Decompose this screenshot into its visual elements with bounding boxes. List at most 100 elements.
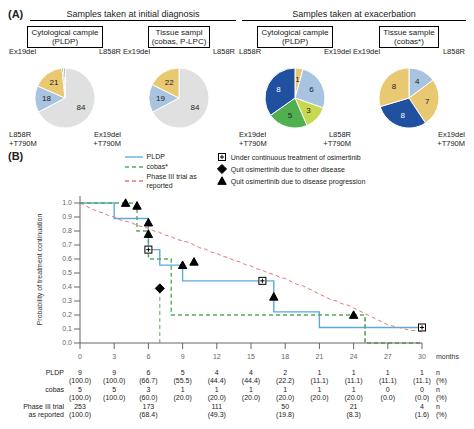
svg-text:0: 0 (386, 386, 390, 393)
svg-text:5: 5 (112, 386, 116, 393)
svg-text:1: 1 (386, 369, 390, 376)
svg-text:(11.1): (11.1) (379, 377, 397, 385)
svg-text:as reported: as reported (29, 411, 65, 419)
svg-text:5: 5 (181, 369, 185, 376)
svg-text:Probability of treatment conti: Probability of treatment continuation (36, 214, 44, 326)
svg-text:0.6: 0.6 (62, 255, 72, 262)
svg-text:5: 5 (288, 111, 293, 120)
svg-text:8: 8 (276, 85, 281, 94)
svg-text:(60.0): (60.0) (139, 394, 157, 402)
svg-text:(1.6): (1.6) (415, 411, 429, 419)
svg-text:7: 7 (425, 97, 430, 106)
svg-text:months: months (436, 353, 459, 360)
svg-text:6: 6 (146, 353, 150, 360)
svg-text:(66.7): (66.7) (139, 377, 157, 385)
svg-text:0: 0 (78, 353, 82, 360)
svg-text:4: 4 (215, 369, 219, 376)
svg-text:(100.0): (100.0) (103, 377, 125, 385)
svg-text:(20.0): (20.0) (208, 394, 226, 402)
svg-text:(100.0): (100.0) (69, 377, 91, 385)
svg-text:173: 173 (143, 403, 155, 410)
svg-text:(0.0): (0.0) (381, 394, 395, 402)
svg-text:(100.0): (100.0) (69, 394, 91, 402)
svg-text:253: 253 (74, 403, 86, 410)
svg-text:6: 6 (146, 369, 150, 376)
svg-text:21: 21 (316, 353, 324, 360)
svg-text:PLDP: PLDP (46, 369, 65, 376)
svg-text:27: 27 (384, 353, 392, 360)
svg-text:n: n (436, 403, 440, 410)
svg-text:0.7: 0.7 (62, 241, 72, 248)
svg-text:1: 1 (317, 386, 321, 393)
svg-text:1: 1 (352, 369, 356, 376)
svg-text:(%): (%) (436, 411, 447, 419)
svg-text:(11.1): (11.1) (311, 377, 329, 385)
svg-text:0.2: 0.2 (62, 311, 72, 318)
svg-text:111: 111 (211, 403, 222, 410)
svg-text:3: 3 (112, 353, 116, 360)
svg-text:(20.0): (20.0) (310, 394, 328, 402)
svg-text:8: 8 (400, 111, 405, 120)
svg-text:(0.0): (0.0) (415, 394, 429, 402)
svg-text:6: 6 (309, 85, 314, 94)
svg-text:(20.0): (20.0) (344, 394, 362, 402)
svg-text:n: n (436, 386, 440, 393)
svg-text:(8.3): (8.3) (346, 411, 360, 419)
svg-text:5: 5 (78, 386, 82, 393)
svg-text:21: 21 (350, 403, 358, 410)
svg-text:1: 1 (215, 386, 219, 393)
svg-text:8: 8 (392, 82, 397, 91)
svg-text:(20.0): (20.0) (276, 394, 294, 402)
svg-text:4: 4 (420, 403, 424, 410)
svg-text:n: n (436, 369, 440, 376)
svg-text:(68.4): (68.4) (139, 411, 157, 419)
svg-text:(%): (%) (436, 394, 447, 402)
svg-text:1: 1 (249, 386, 253, 393)
svg-text:30: 30 (418, 353, 426, 360)
svg-text:(55.5): (55.5) (173, 377, 191, 385)
svg-text:(100.0): (100.0) (103, 394, 125, 402)
svg-text:21: 21 (50, 78, 59, 87)
svg-text:0.9: 0.9 (62, 213, 72, 220)
svg-text:0.4: 0.4 (62, 283, 72, 290)
svg-text:50: 50 (281, 403, 289, 410)
svg-text:Phase III trial: Phase III trial (23, 403, 64, 410)
svg-text:0: 0 (420, 386, 424, 393)
svg-text:15: 15 (247, 353, 255, 360)
svg-text:(%): (%) (436, 377, 447, 385)
svg-text:9: 9 (112, 369, 116, 376)
svg-text:2: 2 (283, 369, 287, 376)
svg-text:3: 3 (146, 386, 150, 393)
svg-text:(20.0): (20.0) (173, 394, 191, 402)
svg-text:84: 84 (76, 103, 85, 112)
svg-text:0.8: 0.8 (62, 227, 72, 234)
svg-text:(20.0): (20.0) (242, 394, 260, 402)
svg-text:1.0: 1.0 (62, 199, 72, 206)
svg-text:1: 1 (295, 75, 300, 84)
svg-text:1: 1 (181, 386, 185, 393)
svg-text:4: 4 (415, 77, 420, 86)
svg-text:84: 84 (190, 103, 199, 112)
svg-text:0.5: 0.5 (62, 269, 72, 276)
svg-text:18: 18 (281, 353, 289, 360)
svg-text:0.0: 0.0 (62, 339, 72, 346)
svg-text:9: 9 (181, 353, 185, 360)
svg-text:1: 1 (62, 75, 67, 84)
svg-text:19: 19 (156, 94, 165, 103)
svg-text:9: 9 (78, 369, 82, 376)
svg-text:(100.0): (100.0) (69, 411, 91, 419)
svg-text:(44.4): (44.4) (208, 377, 226, 385)
svg-text:(22.2): (22.2) (276, 377, 294, 385)
svg-text:cobas: cobas (45, 386, 64, 393)
svg-text:(49.3): (49.3) (208, 411, 226, 419)
svg-text:4: 4 (249, 369, 253, 376)
svg-text:(44.4): (44.4) (242, 377, 260, 385)
svg-text:18: 18 (42, 94, 51, 103)
svg-text:(11.1): (11.1) (345, 377, 363, 385)
svg-text:1: 1 (352, 386, 356, 393)
svg-text:1: 1 (317, 369, 321, 376)
svg-text:(19.8): (19.8) (276, 411, 294, 419)
svg-text:0.1: 0.1 (62, 325, 72, 332)
svg-text:22: 22 (165, 78, 174, 87)
svg-text:1: 1 (283, 386, 287, 393)
